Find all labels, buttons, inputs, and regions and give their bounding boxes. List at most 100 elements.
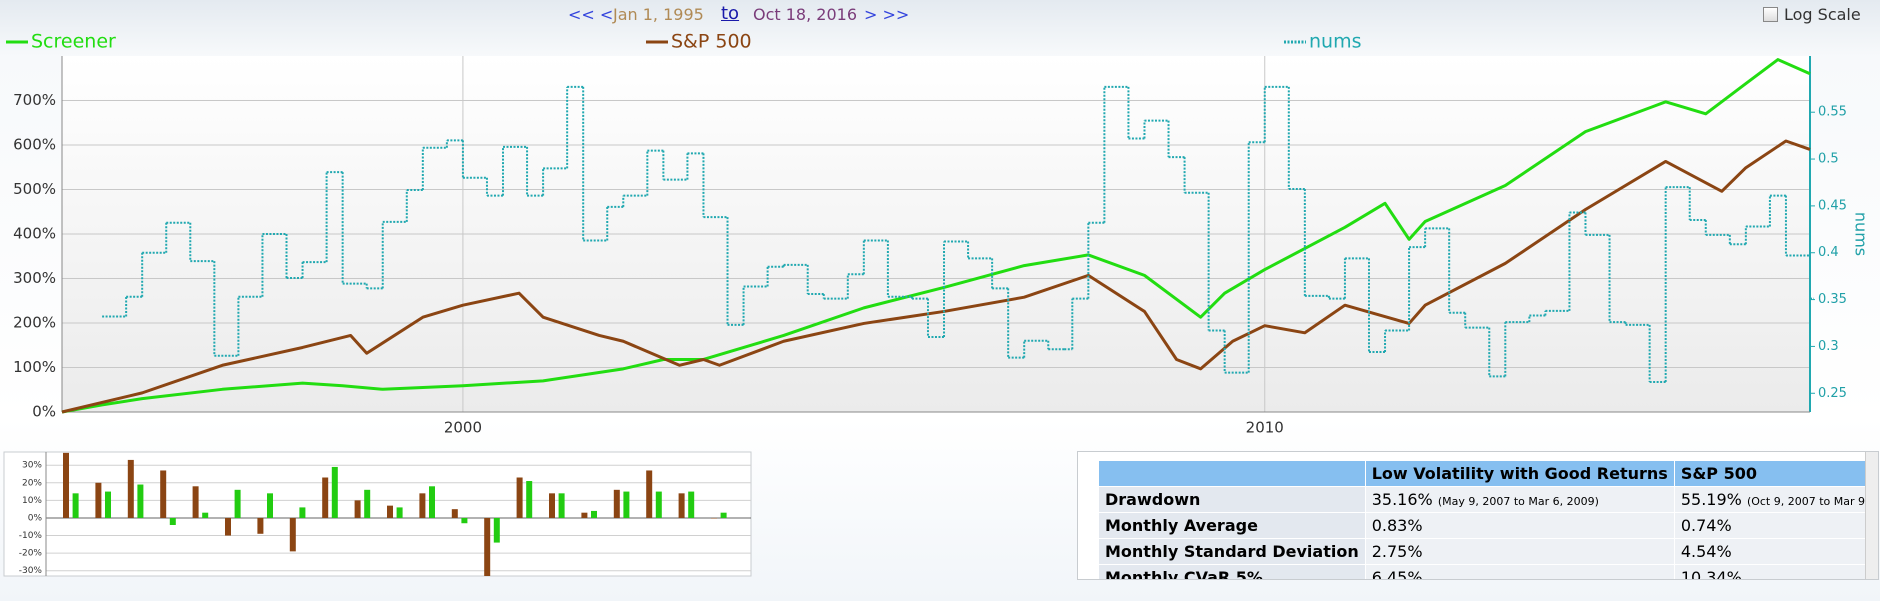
nav-prev[interactable]: << <	[568, 5, 614, 24]
table-row: Monthly CVaR 5% 6.45% 10.34%	[1098, 564, 1878, 580]
bar	[678, 493, 685, 518]
series-line	[61, 139, 1811, 414]
y-tick-label: 0%	[28, 513, 43, 523]
cell-value: 2.75%	[1371, 542, 1423, 561]
cell-value: 10.34%	[1680, 568, 1742, 580]
table-cell: 55.19% (Oct 9, 2007 to Mar 9, 2009)	[1673, 486, 1878, 513]
log-scale-label[interactable]: Log Scale	[1784, 5, 1861, 24]
table-cell: 4.54%	[1673, 538, 1878, 565]
cell-note: (Oct 9, 2007 to Mar 9, 2009)	[1746, 495, 1878, 508]
bar	[234, 489, 241, 518]
y-tick-label: -20%	[19, 549, 43, 559]
y2-tick-label: 0.5	[1818, 152, 1839, 167]
to-link[interactable]: to	[721, 3, 740, 24]
y2-tick-label: 0.3	[1818, 339, 1839, 354]
y-tick-label: 500%	[13, 180, 56, 198]
bar	[451, 509, 458, 518]
y-tick-label: 600%	[13, 136, 56, 154]
row-label: Drawdown	[1098, 486, 1366, 513]
bar	[623, 491, 630, 518]
bar-panel	[3, 451, 752, 577]
cell-value: 0.74%	[1680, 516, 1732, 535]
bar	[516, 477, 523, 518]
header-cell	[1098, 460, 1366, 487]
cell-note: (May 9, 2007 to Mar 6, 2009)	[1437, 495, 1599, 508]
legend-label: S&P 500	[671, 31, 752, 53]
bar	[558, 493, 565, 518]
y2-axis-label: nums	[1852, 212, 1871, 256]
y2-tick-label: 0.45	[1818, 198, 1847, 213]
end-date[interactable]: Oct 18, 2016	[753, 5, 857, 24]
log-scale-checkbox[interactable]	[1763, 7, 1778, 22]
y-tick-label: 0%	[32, 403, 56, 421]
bar	[267, 493, 273, 518]
bar	[105, 491, 111, 518]
cell-value: 0.83%	[1371, 516, 1423, 535]
table-row: Drawdown 35.16% (May 9, 2007 to Mar 6, 20…	[1098, 486, 1878, 513]
bar	[257, 517, 264, 534]
table-row: Monthly Average 0.83% 0.74%	[1098, 512, 1878, 539]
table-cell: 0.83%	[1364, 512, 1675, 539]
bar	[581, 512, 588, 518]
bar	[299, 507, 306, 518]
stats-panel: Low Volatility with Good Returns S&P 500 D…	[1077, 451, 1879, 580]
bar	[720, 512, 727, 518]
bar	[419, 493, 426, 518]
y-tick-label: 700%	[13, 91, 56, 109]
y-tick-label: 30%	[22, 461, 42, 471]
bar	[461, 517, 468, 524]
header-row: Low Volatility with Good Returns S&P 500	[1098, 460, 1878, 487]
row-label: Monthly CVaR 5%	[1098, 564, 1366, 579]
x-tick-label: 2010	[1246, 419, 1284, 437]
bar	[549, 493, 555, 518]
bar	[711, 517, 717, 519]
bar	[484, 517, 491, 576]
header-cell: Low Volatility with Good Returns	[1364, 460, 1675, 487]
bar	[387, 505, 393, 518]
bar	[192, 486, 199, 518]
bar	[591, 510, 597, 518]
row-label: Monthly Average	[1098, 512, 1366, 539]
cell-value: 4.54%	[1680, 542, 1732, 561]
y-tick-label: 400%	[13, 225, 56, 243]
bar	[169, 517, 176, 525]
y-tick-label: 20%	[22, 478, 42, 488]
series-line	[61, 58, 1811, 414]
scrollbar[interactable]	[1865, 452, 1878, 579]
y-tick-label: 200%	[13, 314, 56, 332]
y-tick-label: -10%	[19, 531, 43, 541]
header-cell: S&P 500	[1673, 460, 1878, 487]
bar	[225, 517, 231, 536]
row-label: Monthly Standard Deviation	[1098, 538, 1366, 565]
y2-tick-label: 0.55	[1818, 105, 1847, 120]
bar	[322, 477, 329, 518]
y-tick-label: 300%	[13, 269, 56, 287]
bar	[429, 486, 435, 518]
cell-value: 55.19%	[1680, 490, 1742, 509]
bar	[493, 517, 500, 543]
bar	[646, 470, 653, 518]
y2-tick-label: 0.4	[1818, 245, 1839, 260]
x-tick-label: 2000	[444, 419, 482, 437]
bar	[160, 470, 167, 518]
nav-next[interactable]: > >>	[864, 5, 910, 24]
bar	[331, 466, 338, 518]
bar	[137, 484, 144, 518]
table-cell: 2.75%	[1364, 538, 1675, 565]
cell-value: 6.45%	[1371, 568, 1423, 580]
y2-tick-label: 0.25	[1818, 386, 1847, 401]
table-cell: 35.16% (May 9, 2007 to Mar 6, 2009)	[1364, 486, 1675, 513]
table-cell: 0.74%	[1673, 512, 1878, 539]
bar	[396, 507, 403, 518]
y-tick-label: 10%	[22, 496, 42, 506]
bar	[688, 491, 695, 518]
bar	[655, 491, 662, 518]
bar	[613, 489, 620, 518]
bar	[202, 512, 209, 518]
legend-label: nums	[1309, 31, 1362, 53]
start-date[interactable]: Jan 1, 1995	[613, 5, 704, 24]
y-tick-label: -30%	[19, 566, 43, 576]
bar	[127, 459, 134, 518]
